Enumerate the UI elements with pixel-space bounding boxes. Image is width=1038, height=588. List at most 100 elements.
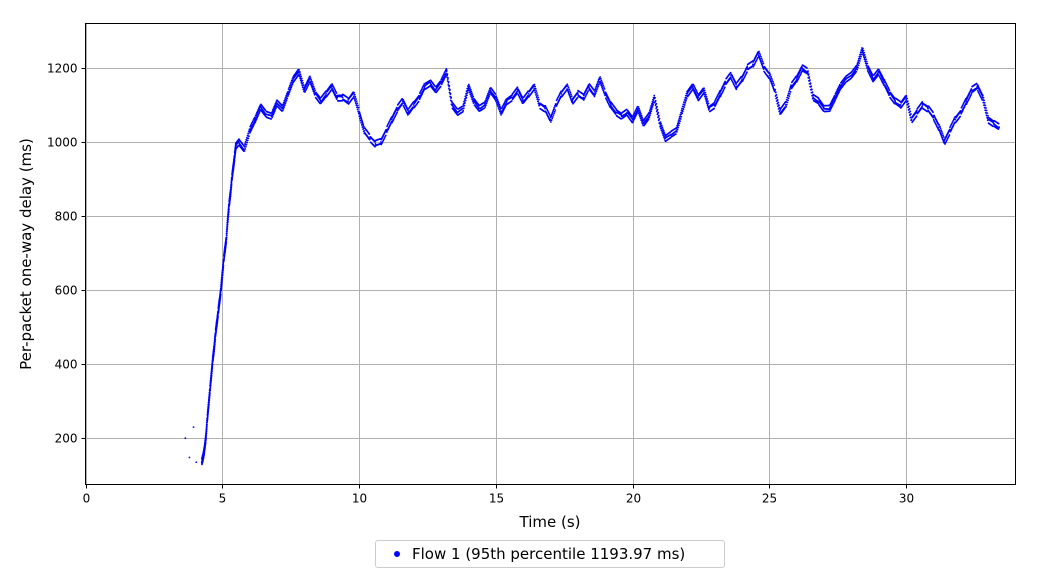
data-point	[356, 108, 359, 111]
data-point	[655, 102, 658, 105]
data-point	[231, 175, 234, 178]
data-point	[970, 92, 973, 95]
data-point	[909, 110, 912, 113]
data-point	[772, 82, 775, 85]
data-point	[484, 106, 487, 108]
data-point	[535, 96, 538, 98]
data-point	[637, 106, 640, 108]
data-point	[713, 107, 716, 110]
data-point	[684, 102, 687, 104]
data-point	[207, 406, 210, 409]
data-point	[583, 94, 585, 97]
data-point	[809, 82, 812, 84]
data-point	[335, 92, 338, 94]
data-point	[601, 85, 604, 88]
data-point	[582, 96, 585, 99]
data-point	[244, 148, 247, 150]
data-point	[865, 60, 868, 63]
data-point	[207, 413, 209, 416]
data-point	[859, 57, 862, 60]
data-point	[352, 97, 354, 99]
data-point	[652, 99, 655, 102]
data-point	[768, 72, 771, 75]
data-point	[932, 116, 935, 119]
data-point	[273, 110, 276, 113]
data-point	[209, 388, 212, 390]
data-point	[214, 336, 216, 339]
data-point	[602, 89, 605, 92]
data-point	[832, 100, 834, 102]
data-point	[614, 113, 617, 115]
data-point	[758, 52, 761, 55]
data-point	[771, 79, 774, 81]
data-point	[724, 86, 726, 89]
data-point	[230, 188, 233, 191]
data-point	[449, 92, 452, 95]
data-point	[906, 100, 909, 102]
data-point	[855, 70, 858, 73]
data-point	[719, 92, 721, 95]
data-point	[976, 87, 978, 90]
data-point	[354, 96, 357, 98]
data-point	[354, 100, 357, 102]
data-point	[858, 62, 861, 65]
data-point	[257, 113, 260, 116]
data-point	[752, 63, 754, 66]
data-point	[810, 88, 813, 91]
data-point	[527, 92, 530, 95]
data-point	[866, 69, 869, 71]
data-point	[987, 114, 989, 117]
data-point	[967, 95, 969, 98]
plot-frame	[85, 23, 1016, 485]
x-tick-label: 10	[352, 492, 367, 506]
data-point	[359, 119, 362, 122]
data-point	[862, 49, 865, 52]
data-point	[192, 426, 195, 429]
data-point	[210, 375, 213, 378]
data-point	[858, 60, 861, 62]
data-point	[495, 95, 498, 98]
data-point	[798, 72, 800, 75]
data-point	[704, 91, 707, 94]
data-point	[863, 51, 866, 54]
data-point	[286, 97, 289, 100]
data-point	[660, 122, 663, 125]
data-point	[675, 133, 677, 135]
data-point	[921, 105, 923, 108]
data-point	[551, 115, 554, 118]
data-point	[301, 79, 304, 82]
data-point	[603, 87, 606, 90]
data-point	[877, 73, 880, 76]
data-point	[659, 121, 662, 124]
data-point	[640, 113, 642, 115]
data-point	[777, 101, 780, 104]
data-point	[233, 156, 236, 159]
data-point	[894, 100, 897, 103]
data-point	[703, 87, 705, 90]
data-point	[258, 108, 261, 111]
data-point	[226, 220, 229, 223]
data-point	[356, 106, 359, 109]
data-point	[300, 77, 303, 80]
data-point	[209, 392, 211, 395]
data-point	[681, 112, 684, 115]
data-point	[663, 135, 666, 138]
data-point	[210, 372, 213, 375]
data-point	[983, 99, 986, 102]
data-point	[270, 118, 272, 120]
data-point	[486, 100, 489, 103]
data-point	[980, 91, 983, 94]
data-point	[496, 98, 499, 101]
data-point	[498, 103, 501, 106]
data-point	[831, 101, 834, 104]
data-point	[227, 215, 230, 218]
data-point	[789, 87, 792, 90]
data-point	[807, 70, 809, 72]
data-point	[908, 105, 910, 108]
data-point	[560, 92, 563, 95]
data-point	[942, 134, 945, 137]
data-point	[568, 88, 571, 91]
data-point	[553, 106, 556, 109]
data-point	[910, 113, 912, 115]
data-point	[800, 65, 803, 68]
